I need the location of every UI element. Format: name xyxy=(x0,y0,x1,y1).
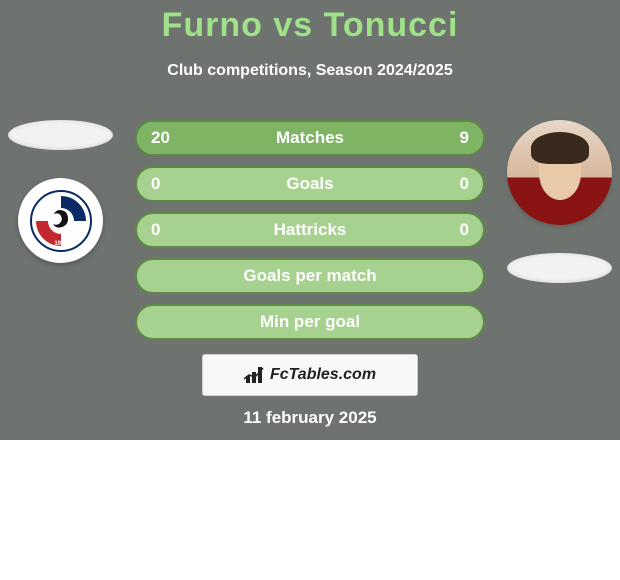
brand-label: FcTables.com xyxy=(270,366,376,384)
stat-bar: 209Matches xyxy=(135,120,485,156)
brand-box: FcTables.com xyxy=(202,354,418,396)
stat-label: Goals per match xyxy=(137,266,483,286)
stat-label: Matches xyxy=(137,128,483,148)
right-team-logo-placeholder xyxy=(507,253,612,283)
stat-bar: 00Goals xyxy=(135,166,485,202)
stat-bar: 00Hattricks xyxy=(135,212,485,248)
comparison-title: Furno vs Tonucci xyxy=(0,6,620,45)
left-player-column: 1919 xyxy=(8,120,113,263)
comparison-card: Furno vs Tonucci Club competitions, Seas… xyxy=(0,0,620,440)
stat-label: Min per goal xyxy=(137,312,483,332)
stat-bar: Goals per match xyxy=(135,258,485,294)
stats-bars: 209Matches 00Goals 00Hattricks Goals per ma… xyxy=(135,120,485,350)
left-player-avatar-placeholder xyxy=(8,120,113,150)
svg-text:1919: 1919 xyxy=(54,241,68,247)
left-team-logo: 1919 xyxy=(18,178,103,263)
comparison-date: 11 february 2025 xyxy=(0,408,620,428)
stat-bar: Min per goal xyxy=(135,304,485,340)
stat-label: Goals xyxy=(137,174,483,194)
right-player-column xyxy=(507,120,612,283)
stat-label: Hattricks xyxy=(137,220,483,240)
team-badge-icon: 1919 xyxy=(30,190,92,252)
bars-icon xyxy=(244,366,266,384)
right-player-avatar xyxy=(507,120,612,225)
comparison-subtitle: Club competitions, Season 2024/2025 xyxy=(0,62,620,80)
